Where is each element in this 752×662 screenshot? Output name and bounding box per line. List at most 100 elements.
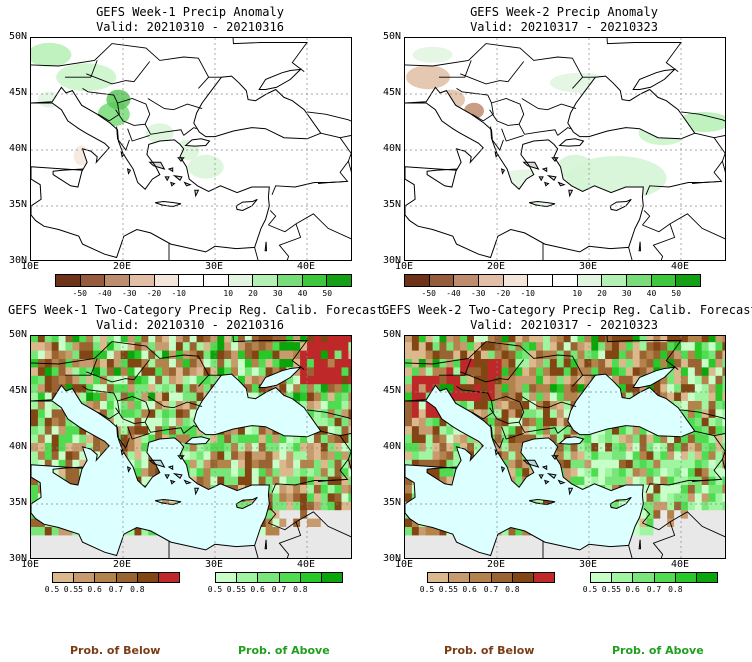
colorbar-cell (321, 573, 343, 582)
colorbar-label: 0.6 (625, 585, 640, 594)
map-frame (404, 335, 726, 559)
colorbar-label: -40 (446, 289, 461, 298)
panel-title-text: GEFS Week-1 Two-Category Precip Reg. Cal… (8, 303, 384, 317)
lon-label: 40E (670, 559, 690, 570)
lon-label: 40E (296, 559, 316, 570)
colorbar-cell (405, 275, 430, 286)
gridlines (405, 336, 725, 558)
colorbar-label: 20 (248, 289, 258, 298)
colorbar-label: -30 (122, 289, 137, 298)
colorbar-cell (74, 573, 96, 582)
colorbar-label: 0.8 (668, 585, 683, 594)
panel-title: GEFS Week-1 Two-Category Precip Reg. Cal… (8, 303, 384, 333)
colorbar-cell (228, 275, 254, 286)
lon-label: 10E (20, 261, 40, 272)
colorbar-cell (300, 573, 322, 582)
lon-label: 40E (296, 261, 316, 272)
map-svg (405, 38, 725, 260)
valid-dates: Valid: 20210317 - 20210323 (470, 20, 658, 34)
map-frame (30, 335, 352, 559)
map-frame (30, 37, 352, 261)
colorbar-cell (654, 573, 676, 582)
lat-label: 30N (8, 255, 27, 266)
lon-label: 20E (112, 261, 132, 272)
lat-label: 50N (8, 329, 27, 340)
above-colorbar (215, 572, 343, 583)
colorbar-cell (512, 573, 534, 582)
country-borders (405, 38, 725, 260)
valid-dates: Valid: 20210310 - 20210316 (96, 20, 284, 34)
lat-label: 35N (8, 199, 27, 210)
coastlines (31, 68, 322, 259)
colorbar-label: -10 (171, 289, 186, 298)
lat-label: 30N (382, 255, 401, 266)
country-borders (31, 336, 351, 558)
colorbar-cell (237, 573, 259, 582)
colorbar-label: 30 (272, 289, 283, 298)
colorbar-cell (577, 275, 603, 286)
lat-label: 45N (8, 87, 27, 98)
lon-label: 10E (394, 261, 414, 272)
colorbar-cell (253, 275, 279, 286)
colorbar-label: 0.5 (582, 585, 598, 594)
colorbar-cell (179, 275, 205, 286)
colorbar-cell (327, 275, 352, 286)
lat-label: 50N (8, 31, 27, 42)
country-borders (31, 38, 351, 260)
colorbar-cell (612, 573, 634, 582)
colorbar-label: 0.55 (438, 585, 458, 594)
map-frame (404, 37, 726, 261)
colorbar-cell (80, 275, 106, 286)
gridlines (405, 38, 725, 260)
panel-title: GEFS Week-1 Precip Anomaly Valid: 202103… (30, 5, 350, 35)
colorbar-cell (675, 573, 697, 582)
colorbar-cell (651, 275, 677, 286)
lat-label: 45N (382, 385, 401, 396)
colorbar-cell (154, 275, 180, 286)
colorbar-cell (533, 573, 555, 582)
coastlines (405, 366, 696, 557)
colorbar-label: 0.55 (226, 585, 246, 594)
map-svg (31, 336, 351, 558)
colorbar-label: 10 (223, 289, 234, 298)
colorbar-cell (633, 573, 655, 582)
colorbar-label: -50 (421, 289, 436, 298)
colorbar-cell (95, 573, 117, 582)
gridlines (31, 38, 351, 260)
colorbar-label: -10 (520, 289, 535, 298)
colorbar-cell (53, 573, 75, 582)
colorbar-label: 20 (597, 289, 607, 298)
colorbar-cell (105, 275, 131, 286)
colorbar-cell (116, 573, 138, 582)
lat-label: 50N (382, 329, 401, 340)
anomaly-colorbar (55, 274, 352, 287)
above-colorbar (590, 572, 718, 583)
colorbar-cell (429, 275, 455, 286)
colorbar-label: 0.5 (44, 585, 60, 594)
lon-label: 30E (204, 261, 224, 272)
colorbar-cell (137, 573, 159, 582)
colorbar-label: 50 (671, 289, 682, 298)
colorbar-label: 30 (621, 289, 632, 298)
valid-dates: Valid: 20210310 - 20210316 (96, 318, 284, 332)
lat-label: 30N (8, 553, 27, 564)
colorbar-cell (479, 275, 504, 286)
colorbar-label: -20 (146, 289, 162, 298)
lon-label: 30E (578, 261, 598, 272)
colorbar-label: 50 (322, 289, 333, 298)
panel-title: GEFS Week-2 Precip Anomaly Valid: 202103… (404, 5, 724, 35)
colorbar-cell (302, 275, 328, 286)
lat-label: 40N (8, 441, 27, 452)
colorbar-cell (279, 573, 301, 582)
lon-label: 40E (670, 261, 690, 272)
colorbar-cell (591, 573, 613, 582)
lat-label: 35N (382, 199, 401, 210)
colorbar-cell (258, 573, 280, 582)
colorbar-cell (216, 573, 238, 582)
colorbar-cell (470, 573, 492, 582)
colorbar-label: -20 (495, 289, 511, 298)
map-svg (31, 38, 351, 260)
lat-label: 40N (8, 143, 27, 154)
colorbar-label: 0.7 (271, 585, 287, 594)
panel-title: GEFS Week-2 Two-Category Precip Reg. Cal… (382, 303, 752, 333)
